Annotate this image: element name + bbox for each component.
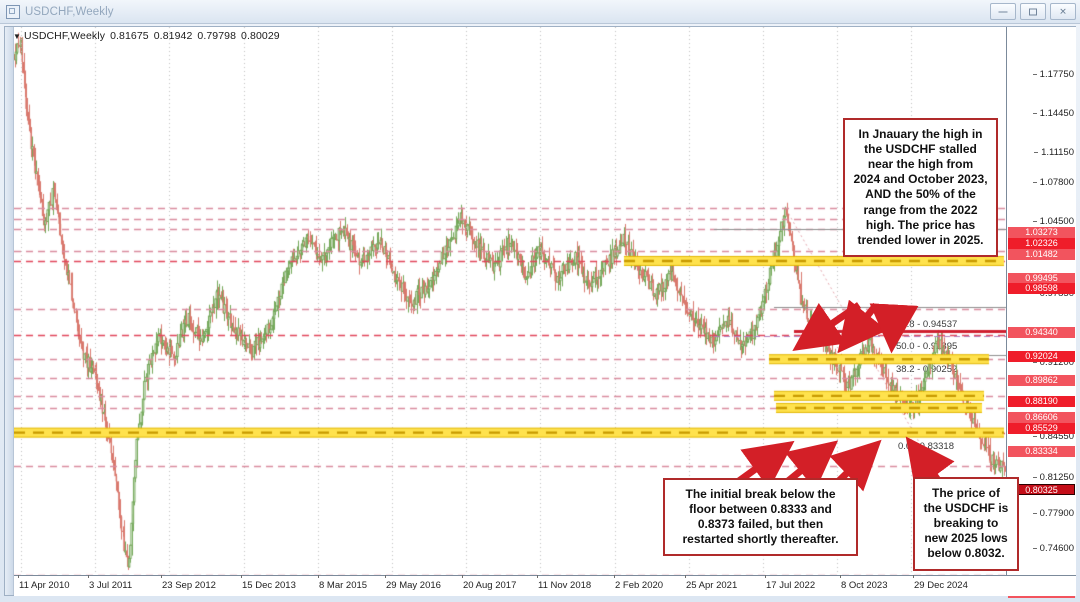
date-tick: 23 Sep 2012 (161, 575, 216, 591)
price-tag: 0.92024 (1008, 351, 1075, 362)
price-tag: 1.02326 (1008, 238, 1075, 249)
minimize-button[interactable] (990, 3, 1016, 20)
date-tick: 2 Feb 2020 (613, 575, 664, 591)
vertical-scrollbar[interactable] (5, 27, 14, 595)
chart-window-icon (6, 4, 20, 19)
annotation-bottom-left: The initial break below the floor betwee… (663, 478, 858, 557)
window-titlebar: USDCHF,Weekly ✕ (0, 0, 1080, 24)
price-tick: 0.84550 (1032, 431, 1074, 442)
price-tick: 0.81250 (1032, 472, 1074, 483)
price-tag: 0.86606 (1008, 412, 1075, 423)
annotation-bottom-right: The price of the USDCHF is breaking to n… (913, 477, 1019, 571)
ohlc-header: ▼ USDCHF,Weekly 0.81675 0.81942 0.79798 0.800… (13, 30, 280, 42)
price-tag: 1.01482 (1008, 249, 1075, 260)
price-tick: 1.14450 (1032, 108, 1074, 119)
price-tag: 0.89862 (1008, 375, 1075, 386)
close-button[interactable]: ✕ (1050, 3, 1076, 20)
price-tag: 0.85529 (1008, 423, 1075, 434)
time-axis[interactable]: 11 Apr 2010 3 Jul 2011 23 Sep 2012 15 De… (14, 575, 1076, 596)
date-tick: 17 Jul 2022 (764, 575, 816, 591)
maximize-button[interactable] (1020, 3, 1046, 20)
ohlc-low: 0.79798 (197, 30, 237, 42)
price-tick: 0.91200 (1032, 357, 1074, 368)
price-tick: 1.07800 (1032, 177, 1074, 188)
chart-dropdown-icon[interactable]: ▼ (13, 32, 22, 41)
price-tick: 1.04500 (1032, 216, 1074, 227)
price-tag: 1.03273 (1008, 227, 1075, 238)
date-tick: 8 Oct 2023 (839, 575, 888, 591)
price-tick: 1.11150 (1034, 147, 1074, 158)
price-tag: 0.94340 (1008, 327, 1075, 338)
date-tick: 11 Nov 2018 (536, 575, 592, 591)
window-title: USDCHF,Weekly (25, 5, 114, 18)
ohlc-high: 0.81942 (153, 30, 193, 42)
window-controls: ✕ (990, 3, 1076, 20)
date-tick: 29 Dec 2024 (913, 575, 968, 591)
price-tick: 0.74600 (1032, 543, 1074, 554)
date-tick: 11 Apr 2010 (18, 575, 70, 591)
date-tick: 15 Dec 2013 (241, 575, 296, 591)
annotation-top-right: In Jnauary the high in the USDCHF stalle… (843, 118, 998, 257)
ohlc-open: 0.81675 (110, 30, 149, 42)
price-tick: 1.17750 (1032, 69, 1074, 80)
date-tick: 29 May 2016 (385, 575, 441, 591)
date-tick: 25 Apr 2021 (684, 575, 738, 591)
price-tag: 0.98598 (1008, 283, 1075, 294)
price-tag: 0.83334 (1008, 446, 1075, 457)
ohlc-symbol: USDCHF,Weekly (24, 30, 106, 42)
price-tick: 0.77900 (1032, 508, 1074, 519)
ohlc-close: 0.80029 (241, 30, 280, 42)
price-axis[interactable]: 1.17750 1.14450 1.11150 1.07800 1.04500 … (1006, 27, 1076, 598)
price-tag: 0.99495 (1008, 273, 1075, 284)
date-tick: 3 Jul 2011 (87, 575, 133, 591)
price-tag: 0.88190 (1008, 396, 1075, 407)
date-tick: 8 Mar 2015 (317, 575, 368, 591)
date-tick: 20 Aug 2017 (461, 575, 517, 591)
